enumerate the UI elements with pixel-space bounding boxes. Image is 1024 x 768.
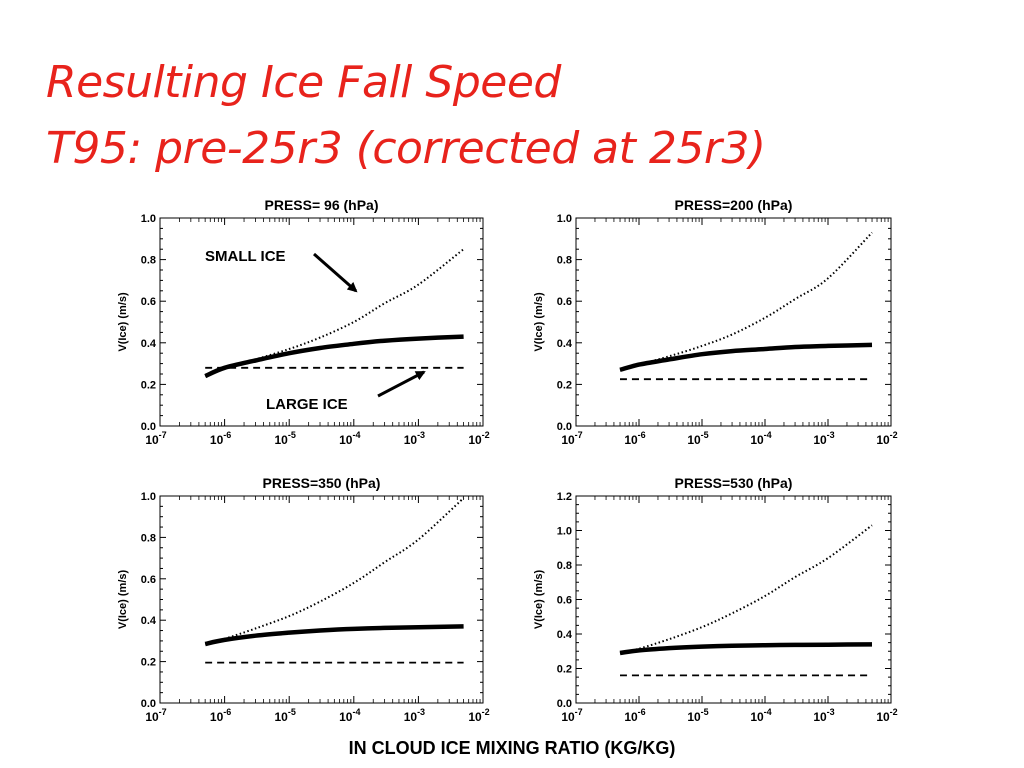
x-tick-label: 10-6	[624, 707, 645, 724]
y-tick-label: 0.0	[141, 421, 156, 433]
plot-frame	[159, 495, 484, 704]
small-ice-annotation: SMALL ICE	[205, 248, 358, 293]
plot-frame	[575, 217, 892, 427]
x-tick-label: 10-6	[210, 430, 231, 447]
x-tick-label: 10-2	[468, 430, 489, 447]
y-tick-label: 0.6	[557, 296, 572, 308]
small-ice-label: SMALL ICE	[205, 248, 286, 265]
x-tick-label: 10-6	[624, 430, 645, 447]
x-tick-label: 10-6	[210, 707, 231, 724]
x-tick-label: 10-4	[750, 707, 771, 724]
y-tick-label: 0.2	[141, 657, 156, 669]
y-tick-label: 0.6	[557, 595, 572, 607]
solid-series-line	[619, 642, 873, 656]
small-ice-arrow	[313, 252, 358, 293]
slide-title: Resulting Ice Fall Speed T95: pre-25r3 (…	[46, 50, 766, 182]
dotted-series-line	[204, 497, 465, 645]
y-tick-label: 0.0	[557, 698, 572, 710]
slide-title-line-2: T95: pre-25r3 (corrected at 25r3)	[46, 123, 766, 174]
x-tick-label: 10-3	[813, 707, 834, 724]
y-tick-label: 1.2	[557, 491, 572, 503]
x-tick-label: 10-2	[876, 707, 897, 724]
chart-panels: PRESS= 96 (hPa) V(Ice) (m/s) 0.0 0.2 0.4 0.6 0…	[117, 197, 898, 724]
y-tick-label: 0.8	[557, 255, 572, 267]
y-tick-label: 0.8	[141, 532, 156, 544]
large-ice-label: LARGE ICE	[266, 396, 348, 413]
y-tick-label: 0.4	[141, 338, 157, 350]
chart-panel: PRESS=530 (hPa) V(Ice) (m/s) 0.0 0.2 0.4 0.6 0…	[533, 475, 898, 724]
y-tick-label: 0.8	[557, 560, 572, 572]
x-tick-label: 10-7	[145, 430, 166, 447]
solid-series-line	[204, 334, 464, 379]
dotted-series-line	[204, 248, 465, 378]
x-tick-label: 10-3	[404, 430, 425, 447]
panel-title: PRESS= 96 (hPa)	[265, 197, 379, 213]
panel-title: PRESS=530 (hPa)	[675, 475, 793, 491]
solid-series-line	[204, 624, 464, 647]
y-tick-label: 0.8	[141, 255, 156, 267]
x-tick-label: 10-7	[561, 707, 582, 724]
solid-series-line	[619, 342, 873, 372]
y-tick-label: 1.0	[141, 213, 156, 225]
x-tick-label: 10-2	[876, 430, 897, 447]
panel-title: PRESS=350 (hPa)	[263, 475, 381, 491]
x-tick-label: 10-5	[275, 707, 296, 724]
y-tick-label: 0.2	[557, 379, 572, 391]
x-tick-label: 10-7	[145, 707, 166, 724]
chart-panel: PRESS= 96 (hPa) V(Ice) (m/s) 0.0 0.2 0.4 0.6 0…	[117, 197, 490, 447]
y-tick-label: 0.0	[557, 421, 572, 433]
y-tick-label: 1.0	[557, 213, 572, 225]
y-axis-label: V(Ice) (m/s)	[117, 570, 129, 630]
y-tick-label: 0.2	[141, 379, 156, 391]
y-tick-label: 0.4	[141, 615, 157, 627]
y-tick-label: 1.0	[141, 491, 156, 503]
x-tick-label: 10-3	[813, 430, 834, 447]
y-tick-label: 0.0	[141, 698, 156, 710]
slide-title-line-1: Resulting Ice Fall Speed	[46, 57, 561, 108]
dotted-series-line	[619, 524, 873, 654]
x-tick-label: 10-5	[275, 430, 296, 447]
plot-frame	[575, 495, 892, 704]
x-tick-label: 10-5	[687, 430, 708, 447]
chart-panel: PRESS=200 (hPa) V(Ice) (m/s) 0.0 0.2 0.4 0.6 0…	[533, 197, 898, 447]
y-tick-label: 0.4	[557, 629, 573, 641]
chart-panel: PRESS=350 (hPa) V(Ice) (m/s) 0.0 0.2 0.4 0.6 0…	[117, 475, 490, 724]
panel-title: PRESS=200 (hPa)	[675, 197, 793, 213]
y-tick-label: 0.6	[141, 296, 156, 308]
y-tick-label: 1.0	[557, 526, 572, 538]
x-tick-label: 10-4	[750, 430, 771, 447]
y-axis-label: V(Ice) (m/s)	[533, 292, 545, 352]
x-tick-label: 10-4	[339, 707, 360, 724]
x-tick-label: 10-2	[468, 707, 489, 724]
y-tick-label: 0.6	[141, 574, 156, 586]
y-tick-label: 0.2	[557, 664, 572, 676]
x-tick-label: 10-4	[339, 430, 360, 447]
x-tick-label: 10-7	[561, 430, 582, 447]
shared-x-axis-label: IN CLOUD ICE MIXING RATIO (KG/KG)	[348, 738, 676, 758]
large-ice-annotation: LARGE ICE	[266, 370, 426, 413]
x-tick-label: 10-5	[687, 707, 708, 724]
y-tick-label: 0.4	[557, 338, 573, 350]
y-axis-label: V(Ice) (m/s)	[117, 292, 129, 352]
y-axis-label: V(Ice) (m/s)	[533, 570, 545, 630]
x-tick-label: 10-3	[404, 707, 425, 724]
large-ice-arrow	[377, 370, 426, 398]
